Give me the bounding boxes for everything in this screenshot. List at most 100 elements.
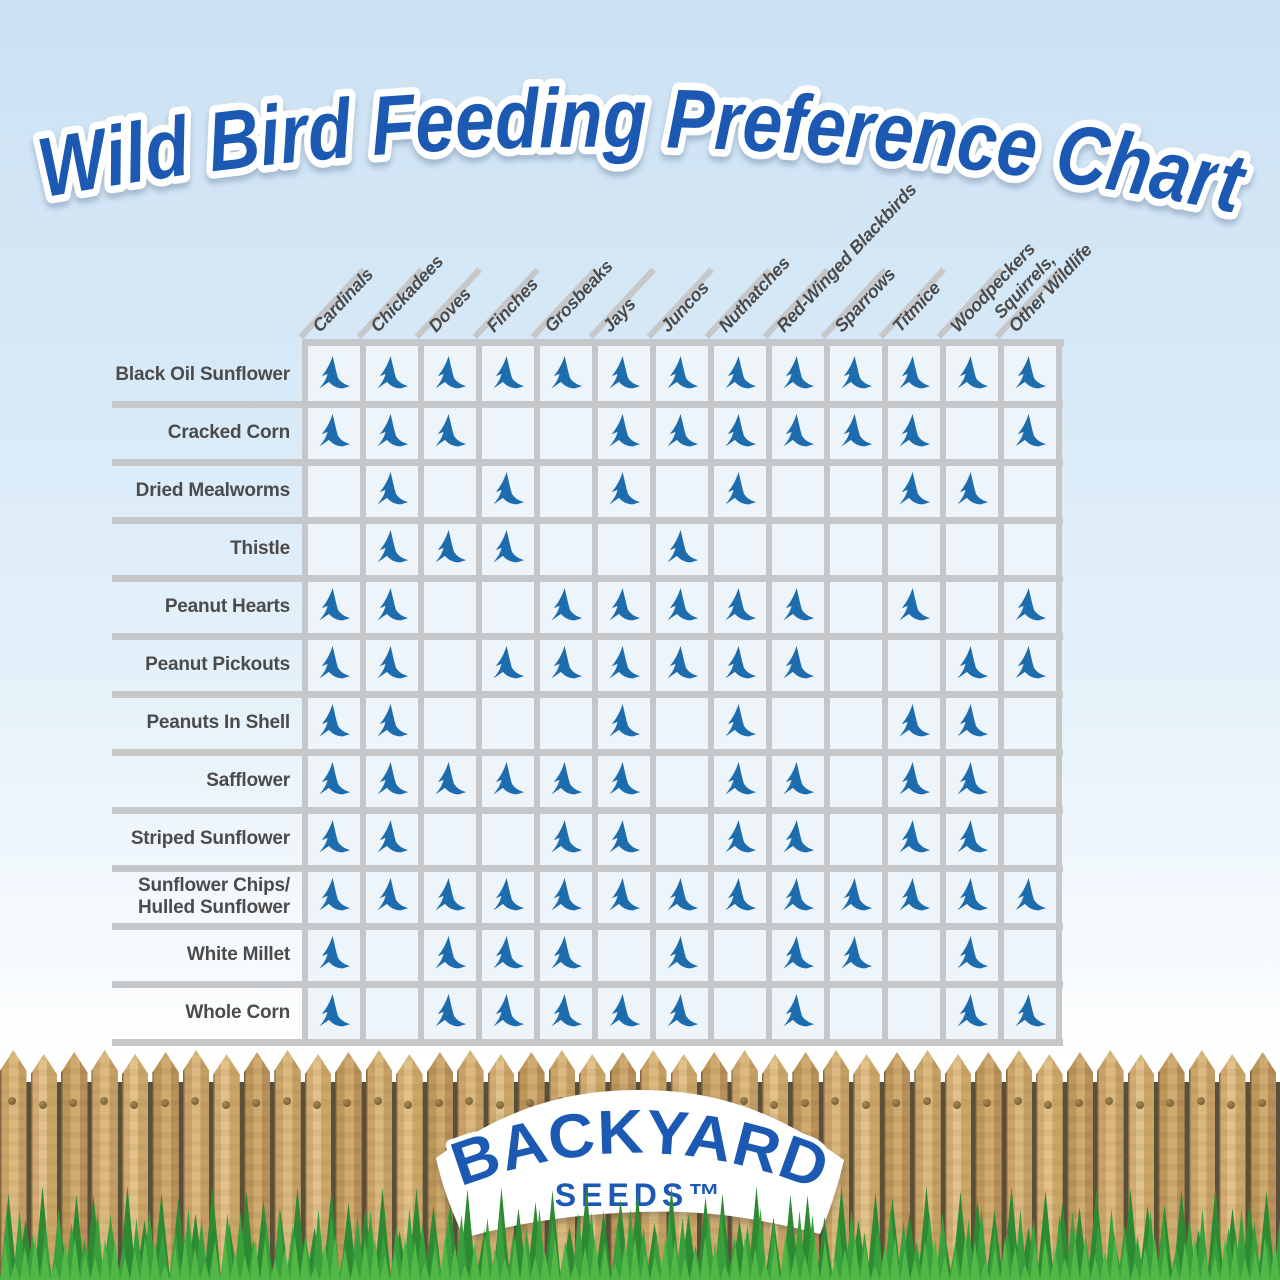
row-label-12: Whole Corn [185,1002,290,1023]
row-label-4: Thistle [230,538,290,559]
bird-icon [377,761,409,795]
fence-nail-icon [1227,1101,1236,1109]
row-label-2: Cracked Corn [167,422,290,443]
row-label-6: Peanut Pickouts [145,654,290,675]
bird-icon [899,587,931,621]
bird-icon [667,413,699,447]
bird-icon [841,355,873,389]
bird-icon [841,413,873,447]
bird-icon [609,355,641,389]
bird-icon [609,587,641,621]
fence-nail-icon [343,1099,352,1107]
bird-icon [725,761,757,795]
bird-icon [609,993,641,1027]
bird-icon [1015,645,1047,679]
fence-nail-icon [922,1097,931,1105]
bird-icon [725,355,757,389]
row-label-9: Striped Sunflower [130,828,290,849]
bird-icon [667,877,699,911]
fence-nail-icon [1044,1101,1053,1109]
bird-icon [783,819,815,853]
fence-nail-icon [404,1101,413,1109]
bird-icon [319,587,351,621]
bird-icon [551,935,583,969]
fence-nail-icon [38,1101,47,1109]
bird-icon [377,413,409,447]
fence-nail-icon [282,1097,291,1105]
page-title: Wild Bird Feeding Preference Chart [24,63,1262,239]
bird-icon [435,993,467,1027]
grid-row-separator [112,923,1063,930]
bird-icon [899,877,931,911]
bird-icon [493,471,525,505]
bird-icon [1015,993,1047,1027]
row-label-10: Sunflower Chips/ Hulled Sunflower [138,875,290,918]
bird-icon [783,587,815,621]
bird-icon [609,703,641,737]
bird-icon [319,761,351,795]
bird-icon [493,645,525,679]
bird-icon [377,471,409,505]
bird-icon [377,819,409,853]
fence-nail-icon [221,1101,230,1109]
bird-icon [899,355,931,389]
grid-row-separator [112,981,1063,988]
bird-icon [493,761,525,795]
bird-icon [609,645,641,679]
fence-nail-icon [191,1097,200,1105]
bird-icon [377,703,409,737]
bird-icon [841,935,873,969]
backyard-seeds-logo: BACKYARD SEEDS™ [436,1090,844,1238]
fence-nail-icon [495,1101,504,1109]
fence-nail-icon [160,1099,169,1107]
bird-icon [493,529,525,563]
bird-icon [609,471,641,505]
bird-icon [667,529,699,563]
grid-row-separator [112,459,1063,466]
bird-icon [725,819,757,853]
fence-nail-icon [800,1099,809,1107]
bird-icon [957,645,989,679]
bird-icon [551,645,583,679]
bird-icon [957,993,989,1027]
bird-icon [957,471,989,505]
bird-icon [899,761,931,795]
bird-icon [725,587,757,621]
row-label-3: Dried Mealworms [135,480,291,501]
fence-nail-icon [1105,1097,1114,1105]
bird-icon [609,877,641,911]
bird-icon [319,993,351,1027]
fence-nail-icon [892,1099,901,1107]
bird-icon [493,877,525,911]
bird-icon [899,471,931,505]
bird-icon [319,413,351,447]
grid-row-separator [112,865,1063,872]
bird-icon [957,935,989,969]
bird-icon [435,529,467,563]
bird-icon [667,645,699,679]
fence-nail-icon [953,1101,962,1109]
fence-nail-icon [861,1101,870,1109]
bird-icon [1015,413,1047,447]
bird-icon [377,587,409,621]
bird-icon [551,819,583,853]
bird-icon [377,355,409,389]
bird-icon [957,703,989,737]
bird-icon [609,819,641,853]
bird-icon [783,877,815,911]
bird-icon [1015,355,1047,389]
bird-icon [725,877,757,911]
fence-nail-icon [1166,1099,1175,1107]
grid-row-separator [112,807,1063,814]
bird-icon [319,355,351,389]
bird-icon [551,587,583,621]
bird-icon [435,877,467,911]
fence-nail-icon [8,1097,17,1105]
bird-icon [725,471,757,505]
bird-icon [667,993,699,1027]
row-label-7: Peanuts In Shell [146,712,290,733]
bird-icon [609,761,641,795]
grid-row-separator [112,1039,1063,1046]
bird-icon [435,355,467,389]
